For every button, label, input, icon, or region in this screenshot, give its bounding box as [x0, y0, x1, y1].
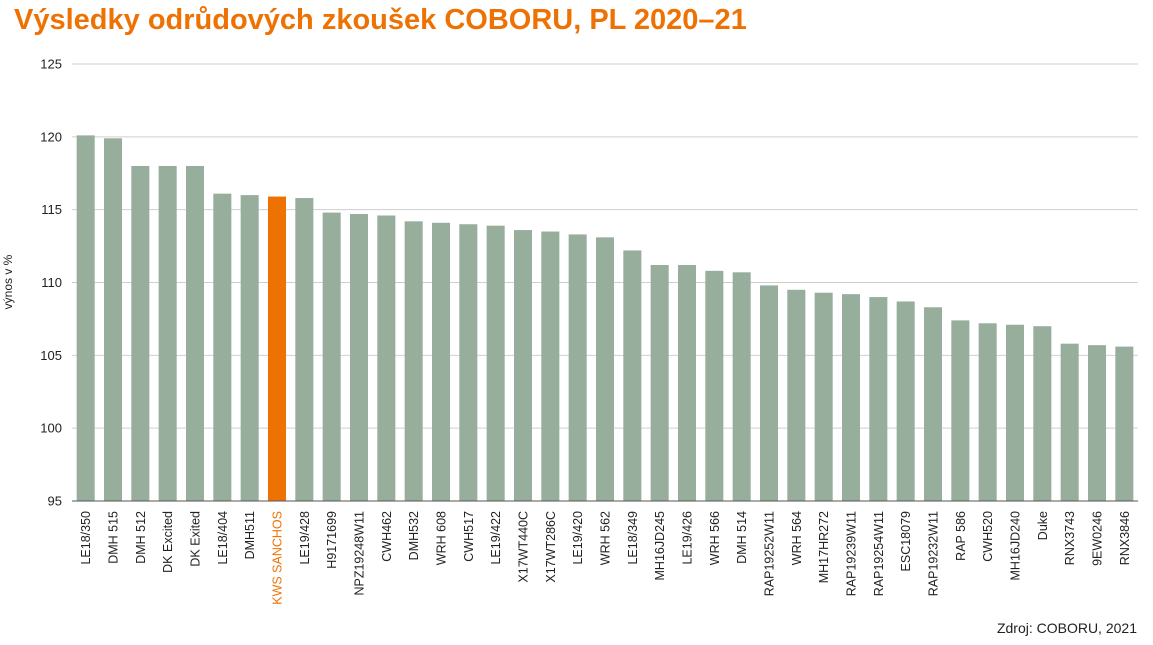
bar: [431, 222, 451, 501]
x-tick-label: Duke: [1036, 511, 1050, 540]
y-tick-label: 105: [40, 348, 62, 363]
bar: [349, 214, 369, 501]
x-tick-label: MH16JD245: [653, 511, 667, 581]
x-tick-label: LE18/404: [216, 511, 230, 565]
bar: [1115, 346, 1134, 501]
bar: [295, 198, 314, 501]
chart-title: Výsledky odrůdových zkoušek COBORU, PL 2…: [14, 4, 747, 36]
x-tick-label: DMH532: [407, 511, 421, 560]
x-tick-label: CWH520: [981, 511, 995, 562]
x-tick-label: DK Exited: [189, 511, 203, 567]
bar: [732, 272, 751, 501]
x-tick-label: ESC18079: [899, 511, 913, 572]
bar: [158, 165, 177, 501]
x-tick-label: DK Excited: [161, 511, 175, 573]
bar: [322, 212, 341, 501]
bar: [787, 289, 806, 501]
bar: [759, 285, 779, 501]
x-tick-label: RAP19254W11: [872, 511, 886, 596]
bar: [978, 323, 997, 501]
x-tick-label: RAP 586: [954, 511, 968, 561]
x-tick-label: KWS SANCHOS: [271, 511, 285, 605]
bar: [1005, 324, 1025, 501]
x-tick-label: LE18/350: [79, 511, 93, 565]
x-tick-label: RAP19239W11: [845, 511, 859, 596]
bar: [677, 265, 697, 501]
x-tick-label: WRH 562: [599, 511, 613, 565]
x-tick-label: RAP19232W11: [927, 511, 941, 596]
x-tick-label: LE18/349: [626, 511, 640, 565]
bar: [240, 195, 259, 501]
bar: [568, 234, 587, 501]
bar: [513, 230, 533, 501]
x-tick-label: CWH462: [380, 511, 394, 562]
bar: [404, 221, 423, 501]
x-tick-label: LE19/426: [681, 511, 695, 565]
bar: [541, 231, 560, 501]
x-tick-label: NPZ19248W11: [353, 511, 367, 596]
x-tick-label: DMH 512: [134, 511, 148, 564]
x-tick-label: LE19/422: [489, 511, 503, 565]
y-tick-label: 100: [40, 421, 62, 436]
bar: [951, 320, 970, 501]
x-tick-label: RAP19252W11: [763, 511, 777, 596]
y-tick-label: 95: [48, 494, 62, 509]
bar: [267, 196, 287, 501]
x-tick-label: 9EW0246: [1091, 511, 1105, 566]
bar: [814, 292, 833, 501]
x-tick-label: DMH 515: [107, 511, 121, 564]
bar: [486, 225, 505, 501]
x-tick-label: RNX3846: [1118, 511, 1132, 565]
bar: [1060, 343, 1079, 501]
bar: [595, 237, 615, 502]
bar: [131, 165, 150, 501]
x-tick-label: MH16JD240: [1009, 511, 1023, 581]
bar: [76, 135, 95, 502]
bar: [185, 165, 205, 501]
bar: [841, 294, 861, 501]
x-tick-label: H9171699: [325, 511, 339, 569]
bar: [896, 301, 915, 501]
y-tick-label: 110: [41, 275, 62, 290]
bar: [1033, 326, 1052, 501]
bar: [377, 215, 396, 501]
source-note: Zdroj: COBORU, 2021: [996, 620, 1137, 636]
x-tick-label: X17WT440C: [517, 511, 531, 583]
x-tick-label: LE19/428: [298, 511, 312, 565]
x-tick-label: DMH511: [243, 511, 257, 559]
x-tick-label: RNX3743: [1063, 511, 1077, 565]
x-tick-label: WRH 566: [708, 511, 722, 565]
y-tick-label: 115: [41, 202, 62, 217]
bar: [1087, 345, 1107, 501]
bar: [650, 265, 669, 501]
y-tick-label: 125: [40, 57, 62, 72]
bar: [869, 297, 888, 501]
x-tick-label: WRH 564: [790, 511, 804, 565]
x-tick-label: WRH 608: [435, 511, 449, 565]
x-tick-label: LE19/420: [571, 511, 585, 565]
bar: [705, 270, 724, 501]
x-tick-label: MH17HR272: [817, 511, 831, 583]
bar: [623, 250, 642, 501]
x-tick-label: X17WT286C: [544, 511, 558, 583]
bar: [213, 193, 232, 502]
bar: [923, 307, 943, 501]
x-tick-label: DMH 514: [735, 511, 749, 564]
bar: [459, 224, 478, 501]
x-tick-label: CWH517: [462, 511, 476, 562]
y-tick-label: 120: [40, 129, 62, 144]
bar: [103, 138, 123, 502]
